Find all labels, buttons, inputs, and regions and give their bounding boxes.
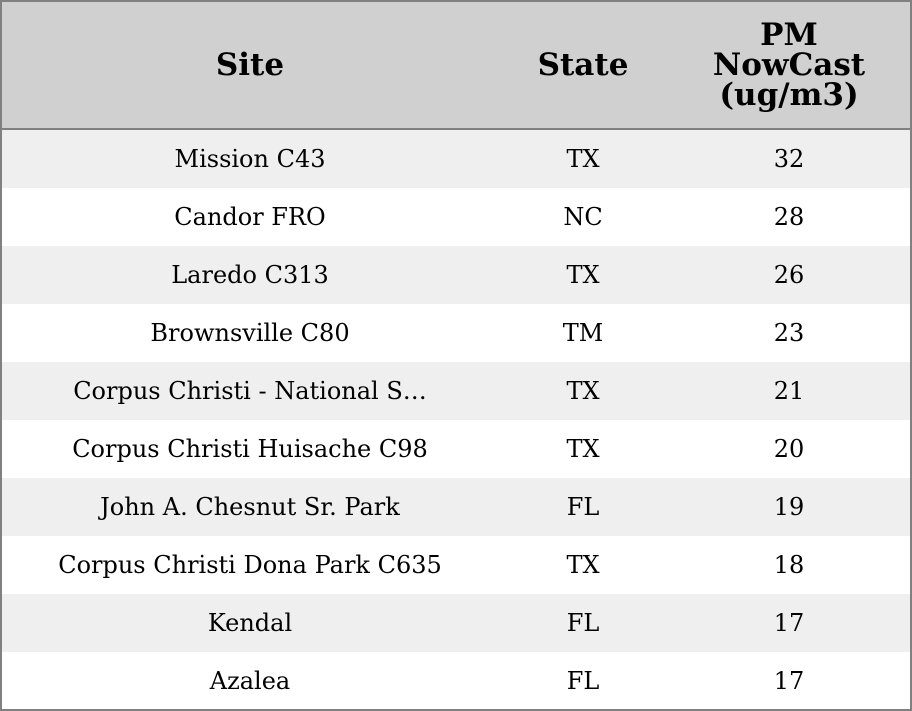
table-body: Mission C43 TX 32 Candor FRO NC 28 Laredo C313…	[2, 129, 910, 710]
table-cell: 19	[668, 478, 910, 536]
header-cell: Site	[2, 2, 498, 130]
header-cell: State	[498, 2, 668, 130]
table-cell: FL	[566, 667, 600, 695]
table-cell: Corpus Christi Dona Park C635	[58, 551, 442, 579]
table-row: John A. Chesnut Sr. Park FL 19	[2, 478, 910, 536]
table-cell: TM	[562, 319, 604, 347]
table-cell: NC	[563, 203, 603, 231]
header-cell: PM NowCast (ug/m3)	[668, 2, 910, 130]
table-row: Azalea FL 17	[2, 652, 910, 710]
table-row: Kendal FL 17	[2, 594, 910, 652]
table-cell: TX	[498, 129, 668, 188]
table-row: Brownsville C80 TM 23	[2, 304, 910, 362]
table-cell: TX	[566, 435, 600, 463]
table-cell: Candor FRO	[174, 203, 326, 231]
table-cell: 26	[668, 246, 910, 304]
table-cell: Mission C43	[2, 129, 498, 188]
table-cell: FL	[498, 478, 668, 536]
table-cell: TX	[498, 246, 668, 304]
table-row: Candor FRO NC 28	[2, 188, 910, 246]
table-cell: 21	[668, 362, 910, 420]
table-cell: 17	[773, 667, 805, 695]
table-cell: 28	[773, 203, 805, 231]
table-cell: 23	[773, 319, 805, 347]
table-cell: John A. Chesnut Sr. Park	[2, 478, 498, 536]
header-text: PM NowCast (ug/m3)	[712, 17, 866, 113]
table-cell: Corpus Christi - National S…	[2, 362, 498, 420]
table-cell: 32	[668, 129, 910, 188]
table-cell: Brownsville C80	[150, 319, 350, 347]
table-row: Mission C43 TX 32	[2, 129, 910, 188]
table-cell: FL	[498, 594, 668, 652]
table-cell: TX	[498, 362, 668, 420]
header-row: Site State PM NowCast (ug/m3)	[2, 2, 910, 130]
table-cell: 18	[773, 551, 805, 579]
table-row: Corpus Christi Dona Park C635 TX 18	[2, 536, 910, 594]
table-cell: TX	[566, 551, 600, 579]
table-row: Corpus Christi - National S… TX 21	[2, 362, 910, 420]
table-cell: Azalea	[209, 667, 291, 695]
table-cell: Kendal	[2, 594, 498, 652]
table-cell: 17	[668, 594, 910, 652]
table-cell: Laredo C313	[2, 246, 498, 304]
table-cell: 20	[773, 435, 805, 463]
table-cell: Corpus Christi Huisache C98	[72, 435, 428, 463]
table-row: Corpus Christi Huisache C98 TX 20	[2, 420, 910, 478]
table-row: Laredo C313 TX 26	[2, 246, 910, 304]
